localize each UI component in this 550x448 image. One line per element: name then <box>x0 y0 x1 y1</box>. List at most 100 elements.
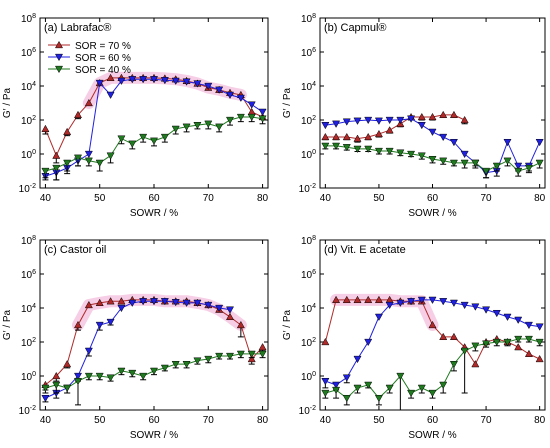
data-point <box>428 389 437 398</box>
data-point <box>182 360 191 369</box>
data-point <box>417 152 426 160</box>
x-tick-label: 70 <box>203 415 215 426</box>
x-axis-title: SOWR / % <box>408 430 456 441</box>
data-point <box>247 107 256 116</box>
data-point <box>225 116 235 125</box>
data-point <box>95 298 104 307</box>
data-point <box>428 155 437 164</box>
data-point <box>204 82 213 91</box>
y-tick-label: 10-2 <box>299 183 316 195</box>
data-point <box>225 352 235 361</box>
data-point <box>84 300 93 309</box>
data-point <box>84 150 93 159</box>
data-point <box>52 371 61 380</box>
data-point <box>353 355 362 364</box>
series-3 <box>41 113 267 181</box>
x-axis-title: SOWR / % <box>130 430 178 441</box>
x-tick-label: 60 <box>427 415 439 426</box>
data-point <box>73 372 83 381</box>
data-point <box>342 295 351 304</box>
data-point <box>84 372 93 381</box>
data-point <box>204 301 213 310</box>
x-tick-label: 60 <box>148 415 160 426</box>
data-point <box>524 335 533 344</box>
data-point <box>364 381 373 390</box>
data-point <box>407 150 416 159</box>
data-point <box>41 384 50 392</box>
x-tick-label: 60 <box>427 193 439 204</box>
data-point <box>407 115 416 123</box>
data-point <box>139 372 148 381</box>
x-tick-label: 40 <box>320 193 332 204</box>
data-point <box>417 384 426 392</box>
data-point <box>149 298 159 306</box>
data-point <box>460 115 469 124</box>
data-point <box>225 306 235 314</box>
data-point <box>514 162 523 170</box>
x-tick-label: 80 <box>534 193 546 204</box>
data-point <box>439 381 448 390</box>
data-point <box>364 116 373 125</box>
data-point <box>171 77 180 85</box>
panel-4: 40 50 60 70 80 10-2 100 102 104 106 108 SOWR / % G′ … <box>282 235 546 441</box>
data-point <box>439 298 448 306</box>
y-tick-label: 104 <box>21 81 36 93</box>
data-point <box>236 320 245 329</box>
data-point <box>182 123 191 131</box>
data-point <box>117 367 126 375</box>
legend-label: SOR = 40 % <box>75 65 131 76</box>
data-point <box>193 121 202 130</box>
data-point <box>460 150 469 159</box>
data-point <box>247 354 256 363</box>
data-point <box>385 301 394 310</box>
data-point <box>160 133 169 142</box>
data-point <box>193 357 202 365</box>
data-point <box>385 126 394 134</box>
data-point <box>428 296 437 305</box>
series-1 <box>41 295 267 391</box>
data-point <box>247 350 256 358</box>
data-point <box>84 347 93 356</box>
data-point <box>41 167 50 176</box>
x-tick-label: 40 <box>40 193 52 204</box>
data-point <box>204 355 213 364</box>
data-point <box>160 77 169 85</box>
data-point <box>73 377 83 386</box>
data-point <box>385 384 394 392</box>
data-point <box>41 124 50 133</box>
legend-marker <box>54 53 64 62</box>
data-point <box>514 343 523 351</box>
data-point <box>171 360 180 369</box>
data-point <box>193 80 202 88</box>
panel-3: 40 50 60 70 80 10-2 100 102 104 106 108 SOWR / % G′ … <box>2 235 269 441</box>
data-point <box>117 297 126 305</box>
x-axis-title: SOWR / % <box>408 208 456 219</box>
data-point <box>321 377 330 386</box>
data-point <box>106 152 115 160</box>
data-point <box>95 159 104 168</box>
data-point <box>139 76 148 84</box>
data-point <box>449 110 458 119</box>
x-axis-title: SOWR / % <box>130 208 178 219</box>
data-point <box>428 112 437 121</box>
data-point <box>171 299 180 307</box>
y-tick-label: 102 <box>21 115 36 127</box>
data-point <box>407 298 416 306</box>
data-point <box>342 132 351 141</box>
y-tick-label: 104 <box>301 81 316 93</box>
y-tick-label: 108 <box>21 235 36 247</box>
data-point <box>449 138 458 147</box>
data-point <box>332 295 341 304</box>
data-point <box>149 137 159 145</box>
y-tick-label: 108 <box>21 13 36 25</box>
data-point <box>160 364 169 373</box>
x-tick-label: 60 <box>148 193 160 204</box>
data-point <box>396 149 405 157</box>
data-point <box>374 394 383 403</box>
data-point <box>215 86 224 94</box>
highlight-band <box>330 293 439 331</box>
data-point <box>503 138 512 147</box>
data-point <box>332 142 341 151</box>
data-point <box>514 316 523 324</box>
